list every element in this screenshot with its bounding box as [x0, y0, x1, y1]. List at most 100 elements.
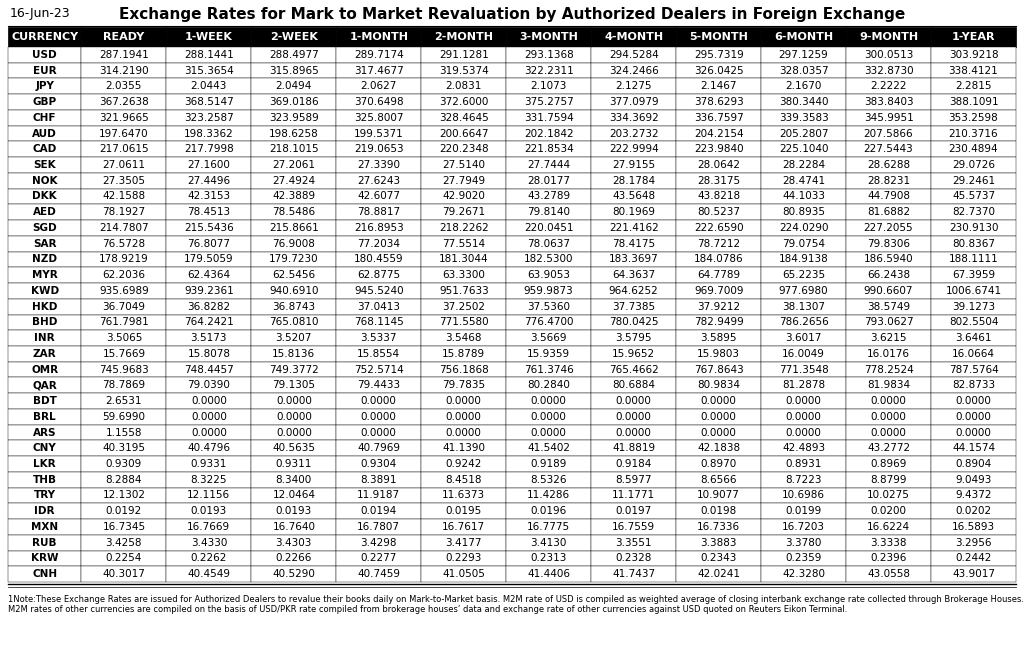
Text: 67.3959: 67.3959 — [952, 270, 995, 280]
Text: 3.6215: 3.6215 — [870, 333, 907, 343]
Text: 224.0290: 224.0290 — [779, 223, 828, 233]
Text: 27.3505: 27.3505 — [102, 176, 145, 186]
Text: 0.2313: 0.2313 — [530, 554, 567, 563]
Text: 62.4364: 62.4364 — [187, 270, 230, 280]
Text: 345.9951: 345.9951 — [863, 113, 913, 123]
Text: 41.0505: 41.0505 — [442, 569, 485, 579]
Text: USD: USD — [33, 50, 57, 60]
Text: 0.8931: 0.8931 — [785, 459, 822, 469]
Text: 80.8367: 80.8367 — [952, 238, 995, 249]
Text: 62.2036: 62.2036 — [102, 270, 145, 280]
Text: 79.7835: 79.7835 — [442, 380, 485, 390]
Text: 27.3390: 27.3390 — [357, 160, 400, 170]
Text: 782.9499: 782.9499 — [693, 317, 743, 328]
Text: 2.0627: 2.0627 — [360, 81, 397, 91]
Text: 328.4645: 328.4645 — [439, 113, 488, 123]
Text: 76.9008: 76.9008 — [272, 238, 315, 249]
Text: 204.2154: 204.2154 — [694, 129, 743, 138]
Text: 8.8799: 8.8799 — [870, 475, 907, 484]
Text: 802.5504: 802.5504 — [949, 317, 998, 328]
Text: 1-WEEK: 1-WEEK — [185, 32, 232, 42]
Text: 12.0464: 12.0464 — [272, 490, 315, 501]
Text: 0.0000: 0.0000 — [445, 396, 481, 406]
Text: 59.6990: 59.6990 — [102, 412, 145, 422]
Text: GBP: GBP — [33, 97, 56, 107]
Text: INR: INR — [35, 333, 55, 343]
Text: 63.3300: 63.3300 — [442, 270, 485, 280]
Text: 221.8534: 221.8534 — [524, 144, 573, 154]
Text: 79.1305: 79.1305 — [272, 380, 315, 390]
Text: 0.0000: 0.0000 — [870, 428, 906, 437]
Text: 334.3692: 334.3692 — [609, 113, 658, 123]
Text: 0.0196: 0.0196 — [530, 506, 567, 516]
Text: 28.6288: 28.6288 — [867, 160, 910, 170]
Text: 62.5456: 62.5456 — [272, 270, 315, 280]
Text: 0.8970: 0.8970 — [700, 459, 736, 469]
Text: EUR: EUR — [33, 66, 56, 76]
Text: 9.0493: 9.0493 — [955, 475, 991, 484]
Text: 80.2840: 80.2840 — [527, 380, 570, 390]
Text: 0.0193: 0.0193 — [190, 506, 227, 516]
Text: 42.3889: 42.3889 — [272, 191, 315, 202]
Text: 37.0413: 37.0413 — [357, 302, 400, 311]
Text: 0.0000: 0.0000 — [275, 396, 311, 406]
Text: 331.7594: 331.7594 — [524, 113, 573, 123]
Text: 15.9359: 15.9359 — [527, 349, 570, 359]
Text: 935.6989: 935.6989 — [99, 286, 148, 296]
Text: 41.5402: 41.5402 — [527, 443, 570, 453]
Text: 203.2732: 203.2732 — [609, 129, 658, 138]
Text: 771.5580: 771.5580 — [439, 317, 488, 328]
Text: 76.5728: 76.5728 — [102, 238, 145, 249]
Text: CNH: CNH — [32, 569, 57, 579]
Text: 0.0000: 0.0000 — [700, 412, 736, 422]
Text: 388.1091: 388.1091 — [948, 97, 998, 107]
Text: 369.0186: 369.0186 — [269, 97, 318, 107]
Text: 353.2598: 353.2598 — [948, 113, 998, 123]
Text: 78.5486: 78.5486 — [272, 207, 315, 217]
Text: 215.8661: 215.8661 — [269, 223, 318, 233]
Text: 338.4121: 338.4121 — [948, 66, 998, 76]
Text: 43.9017: 43.9017 — [952, 569, 995, 579]
Text: 0.0000: 0.0000 — [445, 428, 481, 437]
Text: TRY: TRY — [34, 490, 55, 501]
Text: 41.8819: 41.8819 — [612, 443, 655, 453]
Text: 0.0000: 0.0000 — [360, 412, 396, 422]
Text: 3.3883: 3.3883 — [700, 537, 737, 548]
Text: 183.3697: 183.3697 — [609, 255, 658, 264]
Text: 761.7981: 761.7981 — [99, 317, 148, 328]
Text: 0.0000: 0.0000 — [785, 412, 821, 422]
Text: 15.8078: 15.8078 — [187, 349, 230, 359]
Text: 3.4303: 3.4303 — [275, 537, 312, 548]
Text: 300.0513: 300.0513 — [864, 50, 913, 60]
Text: 222.9994: 222.9994 — [609, 144, 658, 154]
Text: 0.0000: 0.0000 — [190, 396, 226, 406]
Text: 8.3225: 8.3225 — [190, 475, 227, 484]
Text: 227.2055: 227.2055 — [864, 223, 913, 233]
Text: 8.2884: 8.2884 — [105, 475, 142, 484]
Text: 230.4894: 230.4894 — [948, 144, 998, 154]
Text: 78.4513: 78.4513 — [187, 207, 230, 217]
Text: 184.9138: 184.9138 — [778, 255, 828, 264]
Text: 370.6498: 370.6498 — [354, 97, 403, 107]
Text: 28.4741: 28.4741 — [782, 176, 825, 186]
Text: 27.9155: 27.9155 — [612, 160, 655, 170]
Text: 765.4662: 765.4662 — [609, 364, 658, 375]
Text: 787.5764: 787.5764 — [948, 364, 998, 375]
Text: 36.7049: 36.7049 — [102, 302, 145, 311]
Text: 0.9309: 0.9309 — [105, 459, 142, 469]
Text: 27.4924: 27.4924 — [272, 176, 315, 186]
Text: 80.5237: 80.5237 — [697, 207, 740, 217]
Text: 0.0193: 0.0193 — [275, 506, 312, 516]
Text: SAR: SAR — [33, 238, 56, 249]
Text: 42.3280: 42.3280 — [782, 569, 825, 579]
Text: 44.7908: 44.7908 — [867, 191, 910, 202]
Text: RUB: RUB — [33, 537, 57, 548]
Text: 37.5360: 37.5360 — [527, 302, 570, 311]
Text: 0.0000: 0.0000 — [190, 412, 226, 422]
Text: 315.8965: 315.8965 — [269, 66, 318, 76]
Text: 303.9218: 303.9218 — [948, 50, 998, 60]
Text: 0.0200: 0.0200 — [870, 506, 906, 516]
Text: 15.8554: 15.8554 — [357, 349, 400, 359]
Text: 0.0000: 0.0000 — [870, 412, 906, 422]
Text: 293.1368: 293.1368 — [524, 50, 573, 60]
